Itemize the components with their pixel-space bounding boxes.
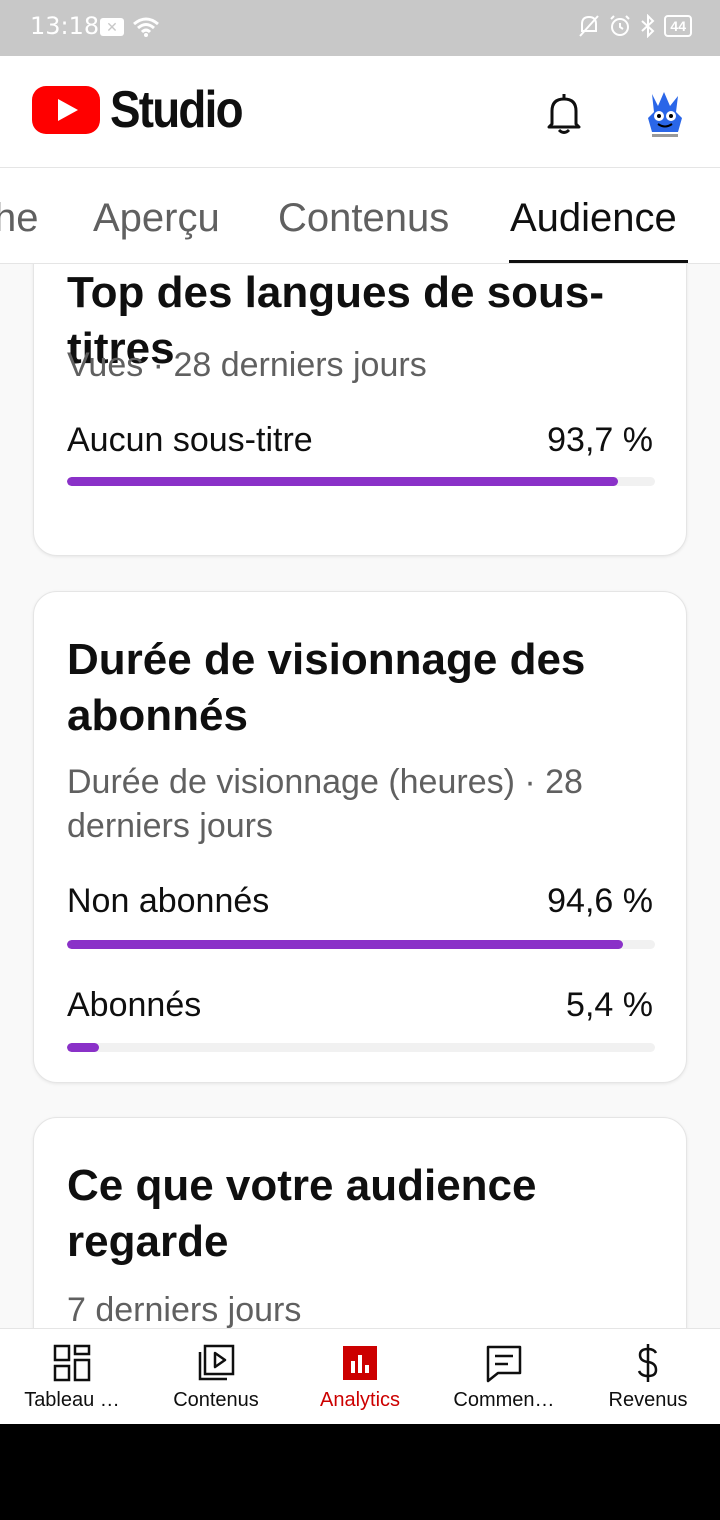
- tab-contenus[interactable]: Contenus: [278, 196, 450, 240]
- nav-revenue[interactable]: Revenus: [576, 1329, 720, 1424]
- card-subtitle-languages[interactable]: Top des langues de sous-titres Vues · 28…: [33, 264, 687, 556]
- nav-label: Contenus: [173, 1389, 259, 1411]
- nav-comments[interactable]: Commen…: [432, 1329, 576, 1424]
- comments-icon: [486, 1345, 522, 1383]
- status-time: 13:18: [30, 12, 100, 40]
- notifications-bell-icon[interactable]: [544, 92, 584, 136]
- card-audience-watching[interactable]: Ce que votre audience regarde 7 derniers…: [33, 1117, 687, 1328]
- row-label: Aucun sous-titre: [67, 421, 313, 459]
- mute-bell-icon: [579, 15, 600, 37]
- nav-label: Analytics: [319, 1389, 401, 1411]
- nav-label: Revenus: [608, 1389, 688, 1411]
- nav-analytics[interactable]: Analytics: [288, 1329, 432, 1424]
- alarm-icon: [610, 15, 631, 36]
- progress-fill: [67, 1043, 99, 1052]
- nav-label: Commen…: [453, 1389, 555, 1411]
- bluetooth-icon: [641, 14, 655, 38]
- screen: 13:18 ✕ 44: [0, 0, 720, 1424]
- tab-bar: he Aperçu Contenus Audience: [0, 168, 720, 264]
- wifi-icon: [133, 17, 159, 37]
- tab-audience[interactable]: Audience: [510, 196, 677, 240]
- nav-dashboard[interactable]: Tableau …: [0, 1329, 144, 1424]
- youtube-logo[interactable]: [32, 86, 100, 134]
- card-title: Ce que votre audience regarde: [67, 1161, 537, 1266]
- card-subtitle: Vues · 28 derniers jours: [67, 346, 427, 384]
- tab-partial[interactable]: he: [0, 196, 39, 240]
- active-tab-indicator: [509, 260, 688, 263]
- dollar-icon: [637, 1344, 658, 1382]
- row-label: Non abonnés: [67, 882, 270, 920]
- battery-indicator: 44: [664, 15, 692, 37]
- tab-apercu[interactable]: Aperçu: [93, 196, 220, 240]
- nav-label: Tableau …: [24, 1389, 120, 1411]
- card-title: Durée de visionnage des abonnés: [67, 635, 586, 740]
- notification-x-icon: ✕: [100, 18, 124, 36]
- app-header: Studio: [0, 56, 720, 168]
- analytics-icon: [343, 1346, 377, 1380]
- card-subscriber-watch-time[interactable]: Durée de visionnage des abonnés Durée de…: [33, 591, 687, 1083]
- bottom-navigation: Tableau … Contenus Analytics: [0, 1328, 720, 1424]
- progress-track: [67, 940, 655, 949]
- card-subtitle: Durée de visionnage (heures) · 28 dernie…: [67, 763, 583, 845]
- row-value: 94,6 %: [547, 882, 653, 920]
- content-icon: [198, 1344, 235, 1381]
- main-content: Top des langues de sous-titres Vues · 28…: [0, 264, 720, 1328]
- status-bar: 13:18 ✕ 44: [0, 0, 720, 56]
- card-title: Top des langues de sous-titres: [67, 268, 605, 373]
- row-label: Abonnés: [67, 986, 202, 1024]
- row-value: 93,7 %: [547, 421, 653, 459]
- dashboard-icon: [53, 1344, 91, 1382]
- card-subtitle: 7 derniers jours: [67, 1291, 302, 1328]
- progress-track: [67, 477, 655, 486]
- progress-track: [67, 1043, 655, 1052]
- row-value: 5,4 %: [566, 986, 653, 1024]
- nav-content[interactable]: Contenus: [144, 1329, 288, 1424]
- progress-fill: [67, 477, 618, 486]
- studio-logo-text: Studio: [110, 81, 244, 139]
- avatar[interactable]: [642, 88, 688, 140]
- progress-fill: [67, 940, 624, 949]
